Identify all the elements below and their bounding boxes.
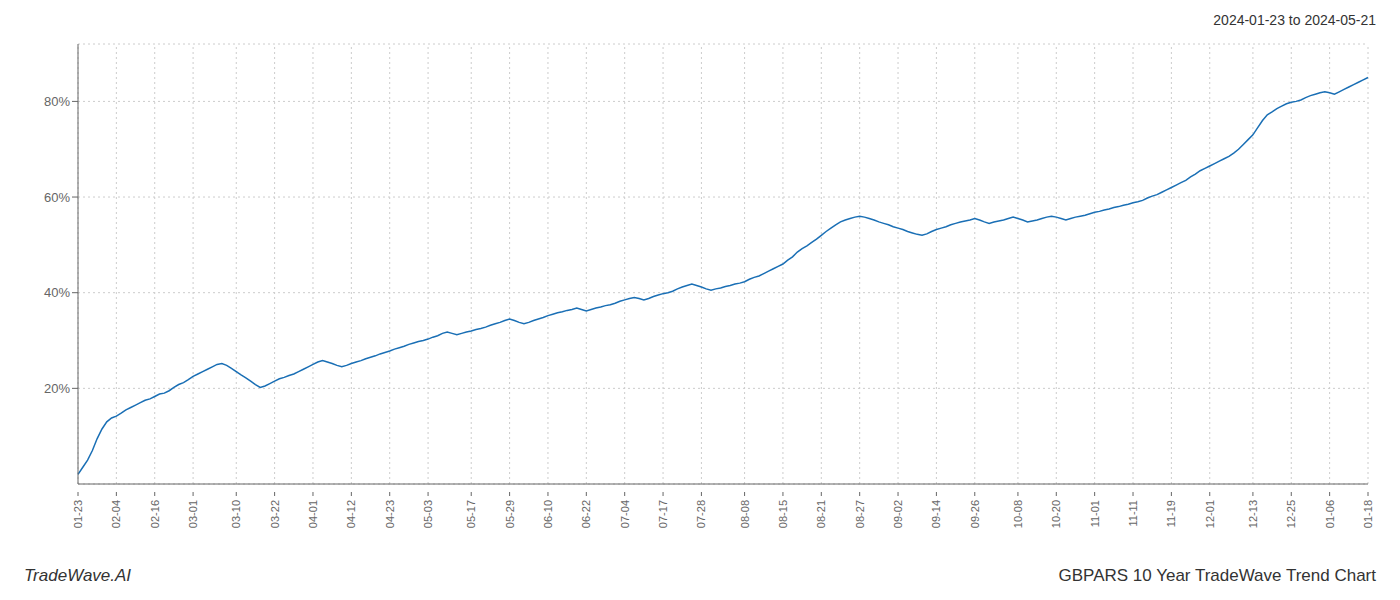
svg-text:05-29: 05-29 (504, 500, 516, 528)
svg-text:04-12: 04-12 (345, 500, 357, 528)
svg-text:09-14: 09-14 (930, 500, 942, 528)
svg-text:09-26: 09-26 (969, 500, 981, 528)
html-text:2024-01-23 to 2024-05-21: 2024-01-23 to 2024-05-21 (1213, 12, 1376, 28)
svg-text:07-04: 07-04 (619, 500, 631, 528)
svg-text:04-01: 04-01 (307, 500, 319, 528)
svg-text:10-08: 10-08 (1012, 500, 1024, 528)
svg-text:12-25: 12-25 (1285, 500, 1297, 528)
svg-text:05-17: 05-17 (465, 500, 477, 528)
svg-text:11-01: 11-01 (1089, 500, 1101, 527)
svg-text:80%: 80% (44, 94, 70, 109)
svg-text:03-10: 03-10 (230, 500, 242, 528)
svg-text:12-13: 12-13 (1247, 500, 1259, 528)
svg-text:08-08: 08-08 (739, 500, 751, 528)
svg-text:11-19: 11-19 (1165, 500, 1177, 527)
svg-text:01-18: 01-18 (1362, 500, 1374, 528)
svg-text:06-22: 06-22 (580, 500, 592, 528)
svg-text:08-27: 08-27 (854, 500, 866, 528)
svg-text:04-23: 04-23 (384, 500, 396, 528)
svg-text:02-16: 02-16 (149, 500, 161, 528)
html-text:GBPARS 10 Year TradeWave Trend: GBPARS 10 Year TradeWave Trend Chart (1058, 566, 1376, 585)
svg-text:08-15: 08-15 (777, 500, 789, 528)
svg-text:03-01: 03-01 (187, 500, 199, 528)
svg-text:10-20: 10-20 (1050, 500, 1062, 528)
svg-text:02-04: 02-04 (110, 500, 122, 528)
html-text:TradeWave.AI: TradeWave.AI (24, 566, 132, 585)
svg-text:11-11: 11-11 (1127, 500, 1139, 527)
svg-text:08-21: 08-21 (815, 500, 827, 528)
svg-text:40%: 40% (44, 285, 70, 300)
svg-text:12-01: 12-01 (1204, 500, 1216, 528)
svg-text:07-28: 07-28 (695, 500, 707, 528)
svg-text:05-03: 05-03 (422, 500, 434, 528)
svg-text:60%: 60% (44, 190, 70, 205)
svg-text:01-06: 01-06 (1324, 500, 1336, 528)
svg-text:03-22: 03-22 (269, 500, 281, 528)
svg-text:01-23: 01-23 (72, 500, 84, 528)
svg-text:09-02: 09-02 (892, 500, 904, 528)
svg-text:20%: 20% (44, 381, 70, 396)
svg-text:07-17: 07-17 (657, 500, 669, 528)
svg-text:06-10: 06-10 (542, 500, 554, 528)
